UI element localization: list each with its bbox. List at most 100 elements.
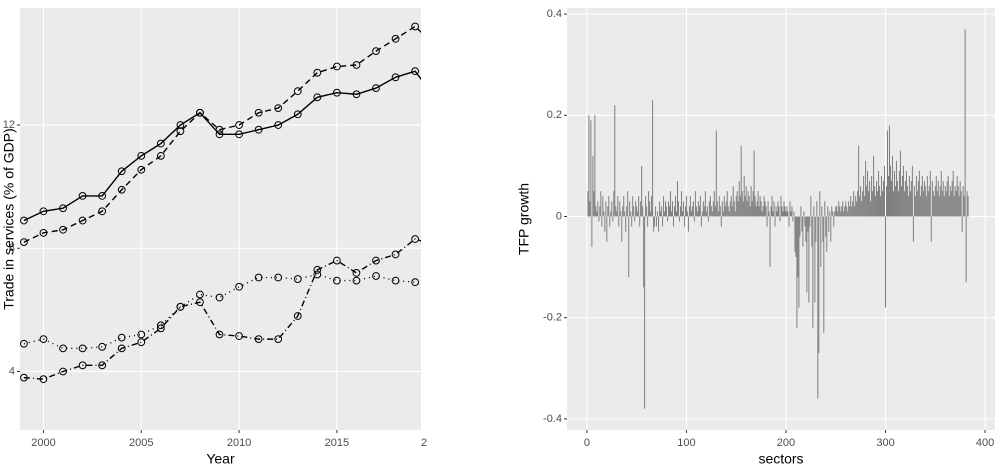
- bar: [680, 191, 682, 217]
- bar: [736, 191, 738, 217]
- bar: [838, 201, 840, 217]
- marker: [372, 47, 380, 56]
- bar: [807, 216, 809, 232]
- bar: [687, 216, 689, 232]
- panel: [20, 8, 421, 430]
- bar: [863, 175, 865, 217]
- marker: [137, 330, 146, 339]
- marker: [59, 225, 67, 234]
- bar: [679, 206, 681, 217]
- bar: [636, 206, 638, 217]
- bar: [786, 206, 788, 217]
- bar: [828, 216, 830, 232]
- bar: [708, 201, 710, 217]
- bar: [793, 211, 795, 217]
- marker: [156, 321, 165, 330]
- bar: [748, 196, 750, 217]
- bar: [657, 211, 659, 217]
- bar: [801, 216, 803, 232]
- bar: [929, 170, 931, 217]
- bar: [826, 216, 828, 252]
- bar: [923, 181, 925, 217]
- bar: [962, 186, 964, 217]
- bar: [854, 206, 856, 217]
- bar: [791, 206, 793, 217]
- bar: [839, 206, 841, 217]
- bar: [732, 186, 734, 217]
- bar: [900, 186, 902, 217]
- bar: [739, 196, 741, 217]
- marker: [117, 344, 126, 353]
- bar: [939, 186, 941, 217]
- bar: [770, 206, 772, 217]
- x-tick-label: 100: [677, 437, 695, 449]
- marker: [411, 278, 420, 287]
- marker: [156, 139, 165, 148]
- x-axis-title: sectors: [758, 451, 803, 467]
- bar: [603, 211, 605, 217]
- marker: [254, 335, 263, 344]
- marker: [391, 276, 400, 285]
- marker: [332, 62, 341, 71]
- bar: [606, 216, 608, 242]
- bar: [814, 216, 816, 303]
- bar: [722, 211, 724, 217]
- marker: [137, 165, 146, 174]
- bar: [922, 191, 924, 217]
- marker: [20, 216, 28, 225]
- bar: [910, 181, 912, 217]
- bar: [702, 201, 704, 217]
- bar: [626, 206, 628, 217]
- bar: [788, 216, 790, 227]
- bar: [598, 216, 600, 222]
- bar: [671, 211, 673, 217]
- bar: [673, 216, 675, 227]
- bar: [825, 216, 827, 237]
- y-tick-label: 0.4: [547, 8, 562, 20]
- bar: [721, 201, 723, 217]
- bar: [672, 201, 674, 217]
- bar: [843, 211, 845, 217]
- bar: [737, 201, 739, 217]
- bar: [862, 191, 864, 217]
- marker: [78, 344, 87, 353]
- bar: [906, 186, 908, 217]
- bar: [648, 191, 650, 217]
- bar: [644, 216, 646, 409]
- x-tick-label: 2000: [31, 437, 55, 449]
- bar: [676, 181, 678, 217]
- bar: [785, 211, 787, 217]
- bar: [747, 191, 749, 217]
- bar: [726, 191, 728, 217]
- bar: [794, 216, 796, 252]
- bar: [641, 165, 643, 217]
- marker: [117, 167, 126, 176]
- bar: [915, 175, 917, 217]
- bar: [622, 206, 624, 217]
- bar: [743, 175, 745, 217]
- marker: [293, 275, 302, 283]
- bar: [631, 216, 633, 227]
- bar: [617, 196, 619, 217]
- bar: [820, 216, 822, 268]
- bar: [642, 206, 644, 217]
- bar: [640, 201, 642, 217]
- bar: [947, 175, 949, 217]
- bar: [878, 170, 880, 217]
- bar: [706, 206, 708, 217]
- bar: [712, 201, 714, 217]
- y-axis-title: TFP growth: [516, 183, 532, 255]
- bar: [760, 201, 762, 217]
- bar: [658, 216, 660, 232]
- bar: [742, 201, 744, 217]
- bar: [782, 211, 784, 217]
- bar: [883, 181, 885, 217]
- bar: [665, 201, 667, 217]
- bar: [953, 196, 955, 217]
- bar: [587, 191, 589, 217]
- bar: [889, 165, 891, 217]
- bar: [766, 216, 768, 227]
- bar: [738, 181, 740, 217]
- y-tick-label: -0.2: [543, 312, 562, 324]
